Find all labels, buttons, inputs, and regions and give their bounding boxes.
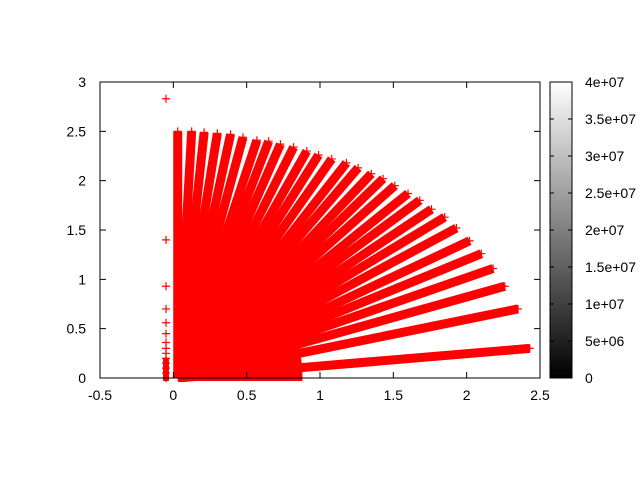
data-point-marker bbox=[440, 213, 449, 222]
colorbar-tick-label: 0 bbox=[585, 370, 593, 386]
colorbar-tick-label: 1e+07 bbox=[585, 296, 625, 312]
data-ray bbox=[177, 343, 531, 382]
y-tick-label: 0.5 bbox=[67, 321, 87, 337]
data-point-marker bbox=[342, 158, 351, 167]
data-point-marker bbox=[162, 94, 170, 103]
y-tick-label: 1.5 bbox=[67, 222, 87, 238]
data-point-marker bbox=[239, 133, 247, 142]
data-point-marker bbox=[252, 136, 261, 145]
colorbar-tick-label: 1.5e+07 bbox=[585, 259, 636, 275]
colorbar-axis: 0 5e+06 1e+07 1.5e+07 2e+07 2.5e+07 3e+07 3.5e+… bbox=[550, 74, 636, 386]
data-point-marker bbox=[226, 130, 235, 139]
y-tick-label: 1 bbox=[78, 271, 86, 287]
data-point-marker bbox=[427, 205, 436, 214]
data-point-marker bbox=[187, 127, 196, 136]
x-tick-label: 0 bbox=[169, 387, 177, 403]
data-point-marker bbox=[390, 181, 399, 190]
data-point-marker bbox=[379, 174, 388, 183]
x-tick-label: 0.5 bbox=[237, 387, 257, 403]
data-point-marker bbox=[264, 137, 273, 146]
colorbar-tick-label: 5e+06 bbox=[585, 333, 625, 349]
y-tick-label: 2.5 bbox=[67, 123, 87, 139]
x-tick-label: 1 bbox=[316, 387, 324, 403]
data-point-marker bbox=[354, 163, 363, 172]
data-point-marker bbox=[500, 282, 509, 291]
colorbar-tick-label: 2.5e+07 bbox=[585, 185, 636, 201]
data-point-marker bbox=[525, 344, 534, 353]
data-point-marker bbox=[200, 128, 209, 137]
x-tick-label: 1.5 bbox=[384, 387, 404, 403]
y-tick-label: 2 bbox=[78, 173, 86, 189]
outlier-point-cluster bbox=[163, 358, 169, 381]
x-axis: -0.5 0 0.5 1 1.5 2 2.5 bbox=[88, 82, 550, 403]
y-axis: 0 0.5 1 1.5 2 2.5 3 bbox=[67, 74, 540, 386]
data-point-marker bbox=[465, 236, 474, 245]
x-tick-label: -0.5 bbox=[88, 387, 112, 403]
data-point-marker bbox=[162, 329, 170, 338]
data-point-marker bbox=[302, 147, 311, 156]
data-point-marker bbox=[415, 196, 424, 205]
colorbar-tick-label: 3.5e+07 bbox=[585, 111, 636, 127]
data-point-marker bbox=[213, 129, 222, 138]
colorbar-tick-label: 3e+07 bbox=[585, 148, 625, 164]
data-point-marker bbox=[367, 169, 376, 178]
colorbar-tick-label: 4e+07 bbox=[585, 74, 625, 90]
data-point-marker bbox=[162, 318, 170, 327]
data-point-marker bbox=[314, 151, 323, 160]
data-point-marker bbox=[477, 249, 486, 258]
y-tick-label: 0 bbox=[78, 370, 86, 386]
plot-marks bbox=[162, 94, 534, 382]
data-point-marker bbox=[404, 189, 412, 198]
data-point-marker bbox=[276, 140, 285, 149]
data-point-marker bbox=[162, 235, 170, 244]
data-point-marker bbox=[489, 264, 498, 273]
x-tick-label: 2.5 bbox=[530, 387, 550, 403]
data-point-marker bbox=[452, 224, 461, 233]
data-point-marker bbox=[327, 154, 336, 163]
data-point-marker bbox=[162, 304, 170, 313]
x-tick-label: 2 bbox=[463, 387, 471, 403]
data-point-marker bbox=[289, 143, 298, 152]
colorbar-tick-label: 2e+07 bbox=[585, 222, 625, 238]
data-ray bbox=[176, 304, 519, 382]
data-point-marker bbox=[173, 127, 182, 136]
y-tick-label: 3 bbox=[78, 74, 86, 90]
data-point-marker bbox=[162, 282, 170, 291]
data-point-marker bbox=[514, 304, 522, 313]
